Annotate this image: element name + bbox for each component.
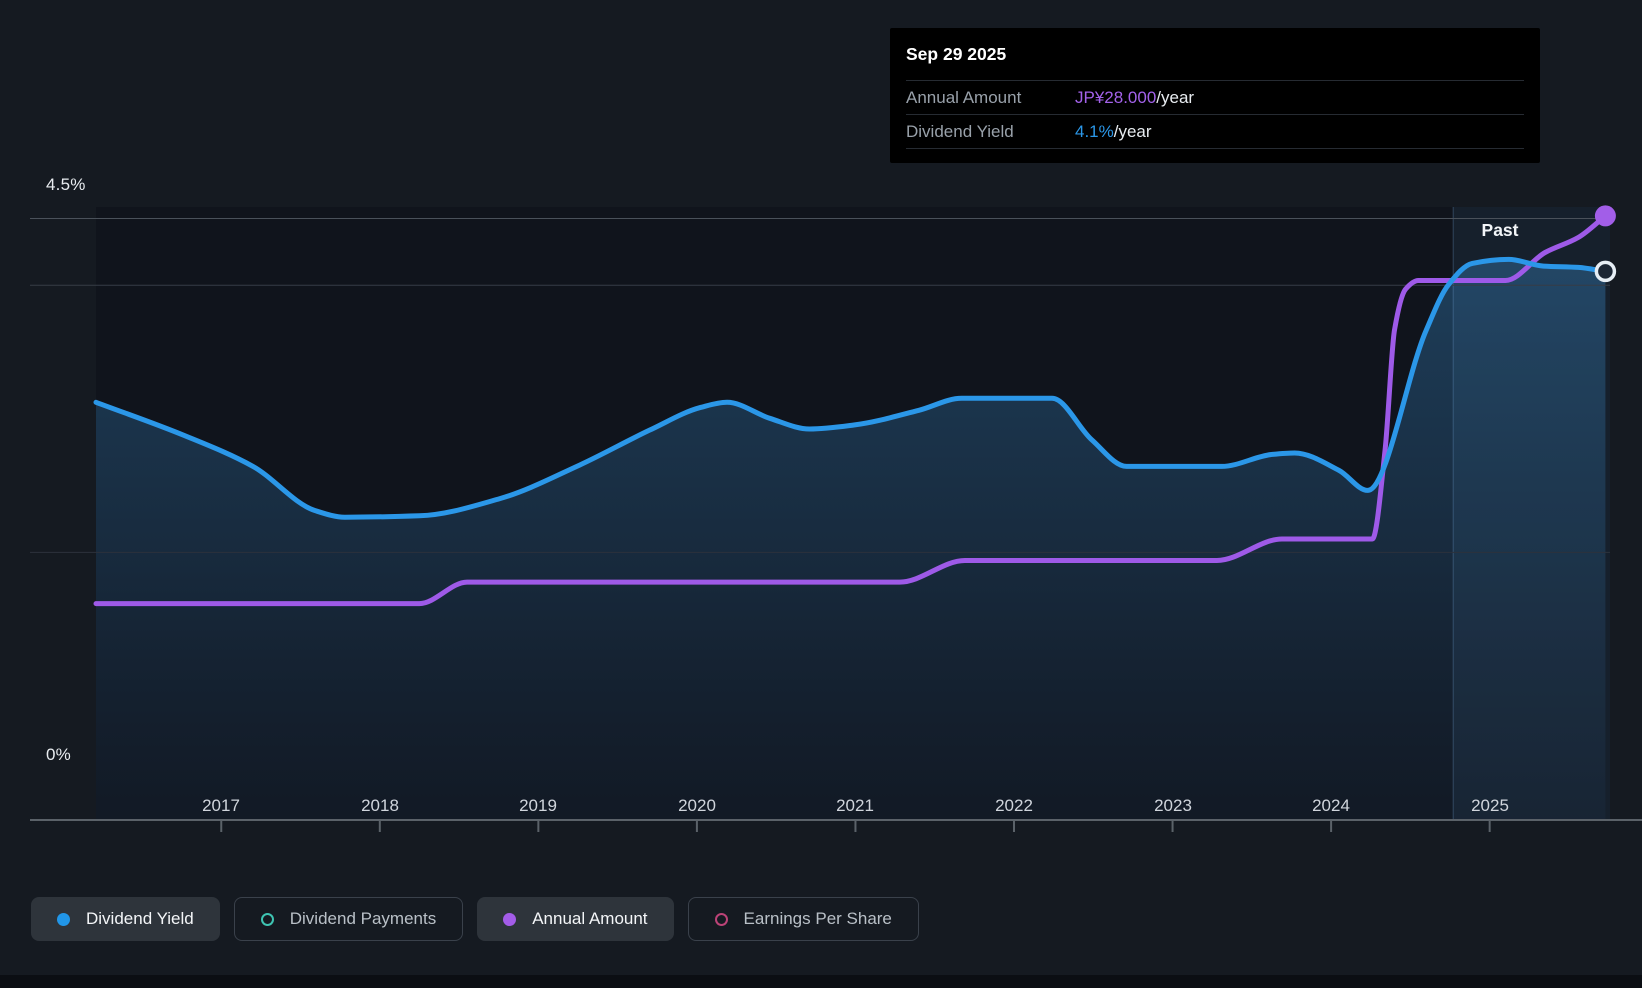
x-axis-label-2023: 2023: [1154, 796, 1192, 815]
past-region: [1453, 207, 1610, 819]
x-axis-label-2025: 2025: [1471, 796, 1509, 815]
dividend-yield-area: [96, 259, 1606, 819]
dividend-yield-end-marker: [1594, 260, 1617, 283]
x-axis-label-2022: 2022: [995, 796, 1033, 815]
x-axis-label-2021: 2021: [836, 796, 874, 815]
x-axis-label-2020: 2020: [678, 796, 716, 815]
x-axis-labels: 2017 2018 2019 2020 2021 2022 2023 2024 2025: [0, 796, 1642, 820]
past-region-label: Past: [1481, 220, 1519, 240]
legend-earnings-per-share-button[interactable]: Earnings Per Share: [687, 897, 919, 941]
annual-amount-end-marker: [1594, 205, 1616, 227]
annual-amount-line: [93, 213, 1608, 607]
x-axis-label-2017: 2017: [202, 796, 240, 815]
legend-annual-amount-label: Annual Amount: [532, 909, 648, 928]
dividend-payments-ring-icon: [260, 912, 274, 926]
annual-amount-dot-icon: [503, 912, 517, 926]
tooltip-label: Annual Amount: [906, 87, 1022, 107]
earnings-per-share-ring-icon: [714, 912, 728, 926]
chart-canvas[interactable]: [0, 0, 1642, 860]
tooltip-suffix: /year: [1156, 87, 1195, 107]
legend-dividend-payments-label: Dividend Payments: [289, 909, 437, 928]
x-axis-label-2019: 2019: [519, 796, 557, 815]
tooltip-value: 4.1%: [1075, 121, 1114, 141]
x-axis-label-2024: 2024: [1312, 796, 1350, 815]
chart-tooltip: Sep 29 2025 Annual Amount JP¥28.000 /yea…: [890, 28, 1540, 163]
legend-dividend-yield-button[interactable]: Dividend Yield: [31, 897, 220, 941]
legend-earnings-per-share-label: Earnings Per Share: [743, 909, 892, 928]
dividend-yield-line: [93, 256, 1608, 520]
y-axis-max-label: 4.5%: [46, 175, 86, 194]
tooltip-value: JP¥28.000: [1075, 87, 1157, 107]
tooltip-suffix: /year: [1113, 121, 1152, 141]
dividend-yield-dot-icon: [57, 912, 70, 926]
bottom-strip: [0, 975, 1642, 988]
legend-dividend-payments-button[interactable]: Dividend Payments: [233, 897, 464, 941]
tooltip-date: Sep 29 2025: [906, 43, 1007, 64]
x-axis-label-2018: 2018: [361, 796, 399, 815]
tooltip-row-annual-amount: Annual Amount JP¥28.000 /year: [906, 80, 1524, 114]
y-axis-min-label: 0%: [46, 745, 71, 764]
chart-legend: Dividend Yield Dividend Payments Annual …: [31, 897, 919, 941]
tooltip-row-dividend-yield: Dividend Yield 4.1% /year: [906, 114, 1524, 148]
tooltip-label: Dividend Yield: [906, 121, 1014, 141]
legend-dividend-yield-label: Dividend Yield: [86, 909, 194, 928]
tooltip-bottom-divider: [906, 148, 1524, 149]
legend-annual-amount-button[interactable]: Annual Amount: [477, 897, 674, 941]
